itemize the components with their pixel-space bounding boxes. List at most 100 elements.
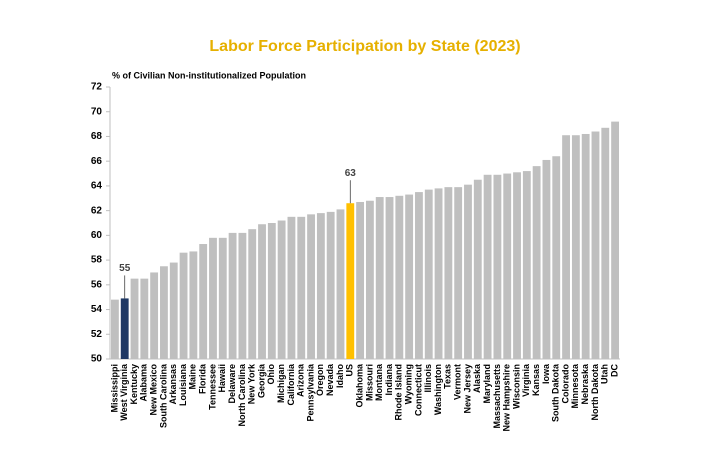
- x-tick-label: Indiana: [384, 363, 394, 395]
- bar: [532, 166, 541, 359]
- bar: [611, 121, 620, 359]
- x-tick-label: South Carolina: [158, 363, 168, 428]
- y-tick-label: 72: [91, 82, 103, 93]
- x-tick-label: North Dakota: [590, 363, 600, 420]
- bar: [552, 156, 561, 359]
- x-tick-label: Texas: [443, 364, 453, 389]
- y-tick-label: 66: [91, 156, 103, 167]
- x-tick-label: Iowa: [541, 363, 551, 384]
- bar: [542, 159, 551, 359]
- x-tick-label: Minnesota: [570, 363, 580, 408]
- y-tick-label: 60: [91, 230, 103, 241]
- bar: [316, 213, 325, 359]
- bar: [513, 172, 521, 359]
- chart-title: Labor Force Participation by State (2023…: [209, 38, 520, 55]
- bar: [140, 278, 149, 359]
- x-tick-label: Montana: [374, 363, 384, 401]
- x-tick-label: Washington: [433, 364, 443, 415]
- bar: [267, 223, 276, 359]
- bar: [199, 244, 208, 359]
- bar: [307, 214, 315, 359]
- bar: [454, 187, 463, 359]
- x-tick-label: Massachusetts: [492, 364, 502, 429]
- bar: [483, 174, 492, 359]
- x-tick-label: Maryland: [482, 364, 492, 404]
- bar: [571, 135, 580, 359]
- chart-subtitle: % of Civilian Non-institutionalized Popu…: [112, 70, 306, 80]
- x-tick-label: New York: [247, 363, 257, 404]
- y-tick-label: 62: [91, 205, 103, 216]
- bar: [405, 194, 414, 359]
- bar: [395, 195, 404, 359]
- x-tick-label: Tennessee: [207, 364, 217, 410]
- bar: [218, 237, 227, 359]
- x-tick-label: DC: [609, 364, 619, 377]
- x-tick-label: Hawaii: [217, 364, 227, 393]
- x-tick-label: US: [345, 364, 355, 377]
- x-tick-label: Wisconsin: [511, 364, 521, 409]
- bar: [160, 266, 168, 359]
- y-tick-label: 70: [91, 106, 103, 117]
- x-tick-label: Idaho: [335, 363, 345, 388]
- bar: [581, 133, 590, 359]
- x-tick-label: West Virginia: [119, 363, 129, 421]
- x-tick-label: Nevada: [325, 363, 335, 396]
- bar: [444, 187, 453, 359]
- bar: [424, 189, 433, 359]
- bar: [473, 179, 482, 359]
- bar: [375, 197, 384, 359]
- bar: [110, 299, 119, 359]
- y-tick-label: 52: [91, 329, 103, 340]
- x-tick-label: Connecticut: [413, 364, 423, 416]
- x-tick-label: New Jersey: [462, 364, 472, 414]
- y-tick-label: 54: [91, 304, 103, 315]
- x-tick-label: Missouri: [364, 364, 374, 401]
- bar: [258, 224, 266, 359]
- bar: [150, 272, 159, 359]
- bar: [120, 298, 129, 359]
- x-tick-label: California: [286, 363, 296, 406]
- x-tick-label: Vermont: [453, 364, 463, 400]
- x-tick-label: New Hampshire: [502, 364, 512, 432]
- x-tick-label: Mississippi: [109, 364, 119, 413]
- bar: [130, 278, 139, 359]
- x-tick-label: Wyoming: [404, 364, 414, 404]
- x-tick-label: Illinois: [423, 364, 433, 393]
- x-tick-label: Oregon: [315, 364, 325, 396]
- bar: [277, 220, 286, 359]
- bar: [189, 251, 198, 359]
- bar: [434, 188, 443, 359]
- x-tick-label: North Carolina: [237, 363, 247, 426]
- bar: [562, 135, 570, 359]
- x-tick-label: Kentucky: [129, 364, 139, 405]
- x-tick-label: Delaware: [227, 364, 237, 404]
- x-tick-label: Virginia: [521, 363, 531, 397]
- bar: [209, 237, 217, 359]
- x-tick-label: Georgia: [256, 363, 266, 398]
- bar: [228, 232, 237, 359]
- value-label: 63: [345, 168, 357, 179]
- bar: [346, 203, 355, 359]
- x-tick-label: Nebraska: [580, 363, 590, 405]
- y-tick-label: 50: [91, 354, 103, 365]
- x-tick-label: Alaska: [472, 363, 482, 393]
- x-tick-label: Ohio: [266, 364, 276, 385]
- x-tick-label: New Mexico: [149, 364, 159, 416]
- bar: [464, 184, 472, 359]
- x-tick-label: Arizona: [296, 363, 306, 397]
- bar: [356, 201, 365, 359]
- value-label: 55: [119, 263, 131, 274]
- x-tick-label: Louisiana: [178, 363, 188, 406]
- bar: [169, 262, 178, 359]
- x-tick-label: Rhode Island: [394, 364, 404, 421]
- x-tick-label: Kansas: [531, 364, 541, 396]
- bar: [415, 192, 423, 359]
- bar: [326, 211, 335, 359]
- x-tick-label: Utah: [600, 364, 610, 384]
- x-tick-label: Oklahoma: [354, 363, 364, 408]
- x-tick-label: Maine: [188, 364, 198, 390]
- x-tick-label: Colorado: [560, 363, 570, 403]
- bar: [336, 209, 345, 359]
- y-tick-label: 58: [91, 255, 103, 266]
